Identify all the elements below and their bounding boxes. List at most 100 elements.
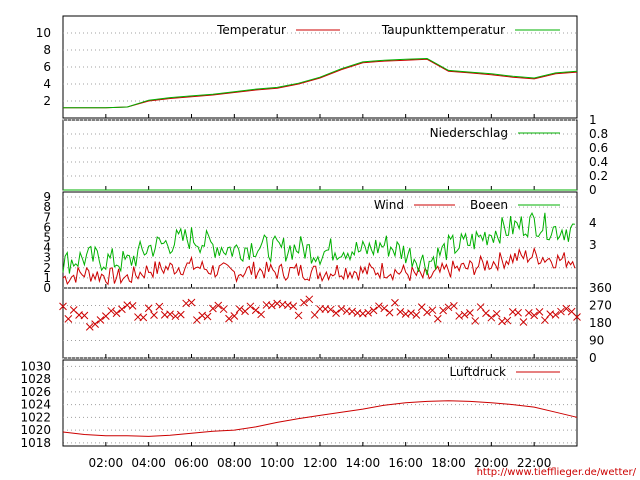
y-tick-label: 3	[43, 251, 51, 265]
y-tick-label: 6	[43, 220, 51, 234]
panel-precipitation: 00.20.40.60.81 Niederschlag	[62, 113, 608, 197]
y-tick-label: 360	[589, 281, 612, 295]
direction-point	[385, 308, 394, 317]
y-tick-label: 4	[43, 241, 51, 255]
y-tick-label: 0.4	[589, 155, 608, 169]
direction-point	[530, 311, 539, 320]
direction-point	[412, 311, 421, 319]
y-tick-label: 1024	[20, 398, 51, 412]
direction-point	[476, 303, 485, 311]
direction-point	[187, 298, 196, 307]
y-tick-label: 0	[589, 183, 597, 197]
y-tick-label: 7	[43, 210, 51, 224]
y-tick-label: 0	[589, 351, 597, 365]
series-line-taupunkttemperatur	[63, 57, 578, 109]
series-line-temperatur	[63, 58, 578, 109]
y-tick-label: 8	[43, 200, 51, 214]
x-tick-label: 18:00	[431, 456, 466, 470]
direction-point	[482, 309, 490, 318]
direction-point	[326, 305, 335, 314]
direction-point	[439, 306, 447, 315]
direction-point	[551, 311, 560, 319]
direction-point	[450, 301, 458, 310]
y-tick-label: 180	[589, 316, 612, 330]
direction-point	[235, 305, 244, 314]
x-tick-label: 08:00	[217, 456, 252, 470]
y-tick-label: 1030	[20, 359, 51, 373]
direction-point	[118, 305, 126, 314]
credit-link[interactable]: http://www.tiefflieger.de/wetter/	[477, 467, 637, 478]
direction-point	[407, 309, 415, 317]
x-axis: 02:00 04:00 06:00 08:00 10:00 12:00 14:00 16:00…	[89, 456, 552, 470]
y-tick-label: 270	[589, 299, 612, 313]
x-tick-label: 04:00	[131, 456, 166, 470]
direction-point	[396, 308, 405, 316]
direction-point	[455, 312, 464, 320]
direction-point	[305, 295, 314, 304]
direction-point	[503, 316, 512, 325]
y-tick-label: 1028	[20, 372, 51, 386]
y-tick-label: 90	[589, 334, 604, 348]
direction-point	[155, 302, 164, 311]
x-tick-label: 10:00	[260, 456, 295, 470]
legend-label: Taupunkttemperatur	[381, 23, 505, 37]
legend-label: Temperatur	[216, 23, 286, 37]
direction-point	[466, 309, 474, 317]
direction-point	[171, 312, 180, 321]
x-tick-label: 06:00	[174, 456, 209, 470]
direction-point	[230, 312, 239, 320]
legend-label: Niederschlag	[430, 126, 508, 140]
direction-point	[332, 309, 340, 317]
direction-point	[423, 308, 431, 317]
x-tick-label: 22:00	[517, 456, 552, 470]
legend-label: Boeen	[470, 198, 508, 212]
direction-point	[251, 306, 260, 315]
direction-point	[150, 311, 158, 320]
direction-point	[444, 303, 453, 312]
direction-point	[203, 312, 212, 321]
y-tick-label: 0.6	[589, 141, 608, 155]
y-tick-label: 1022	[20, 410, 51, 424]
direction-point	[487, 313, 496, 322]
y-tick-label: 6	[43, 60, 51, 74]
y-tick-label: 1	[589, 113, 597, 127]
y-tick-label: 0	[43, 281, 51, 295]
direction-point	[219, 305, 228, 314]
direction-point	[112, 309, 121, 318]
x-tick-label: 02:00	[89, 456, 124, 470]
legend-label: Luftdruck	[449, 365, 506, 379]
y-tick-label: 2	[43, 94, 51, 108]
direction-point	[59, 302, 67, 311]
direction-point	[557, 307, 565, 316]
y-tick-label: 1	[43, 271, 51, 285]
y-tick-label: 9	[43, 190, 51, 204]
direction-point	[209, 304, 217, 313]
direction-point	[91, 320, 99, 328]
direction-point	[535, 308, 544, 316]
direction-point	[176, 310, 185, 319]
y-tick-label: 2	[43, 261, 51, 275]
direction-point	[433, 314, 442, 323]
y-tick-label: 0.2	[589, 169, 608, 183]
direction-point	[193, 316, 201, 324]
direction-point	[492, 309, 501, 318]
direction-point	[144, 304, 153, 313]
direction-point	[300, 298, 308, 307]
direction-point	[246, 302, 255, 311]
direction-point	[375, 302, 383, 311]
panel-temperature: 2 4 6 8 10 Temperatur Taupunkttemperatur	[36, 15, 578, 119]
direction-point	[166, 310, 174, 319]
direction-point	[289, 302, 298, 311]
direction-point	[225, 314, 233, 323]
legend-label: Wind	[374, 198, 404, 212]
y-tick-label: 1018	[20, 436, 51, 450]
direction-point	[80, 311, 89, 320]
y-tick-label: 8	[43, 43, 51, 57]
direction-point	[380, 304, 389, 313]
direction-point	[85, 323, 94, 331]
direction-point	[64, 315, 73, 323]
direction-point	[524, 308, 533, 317]
